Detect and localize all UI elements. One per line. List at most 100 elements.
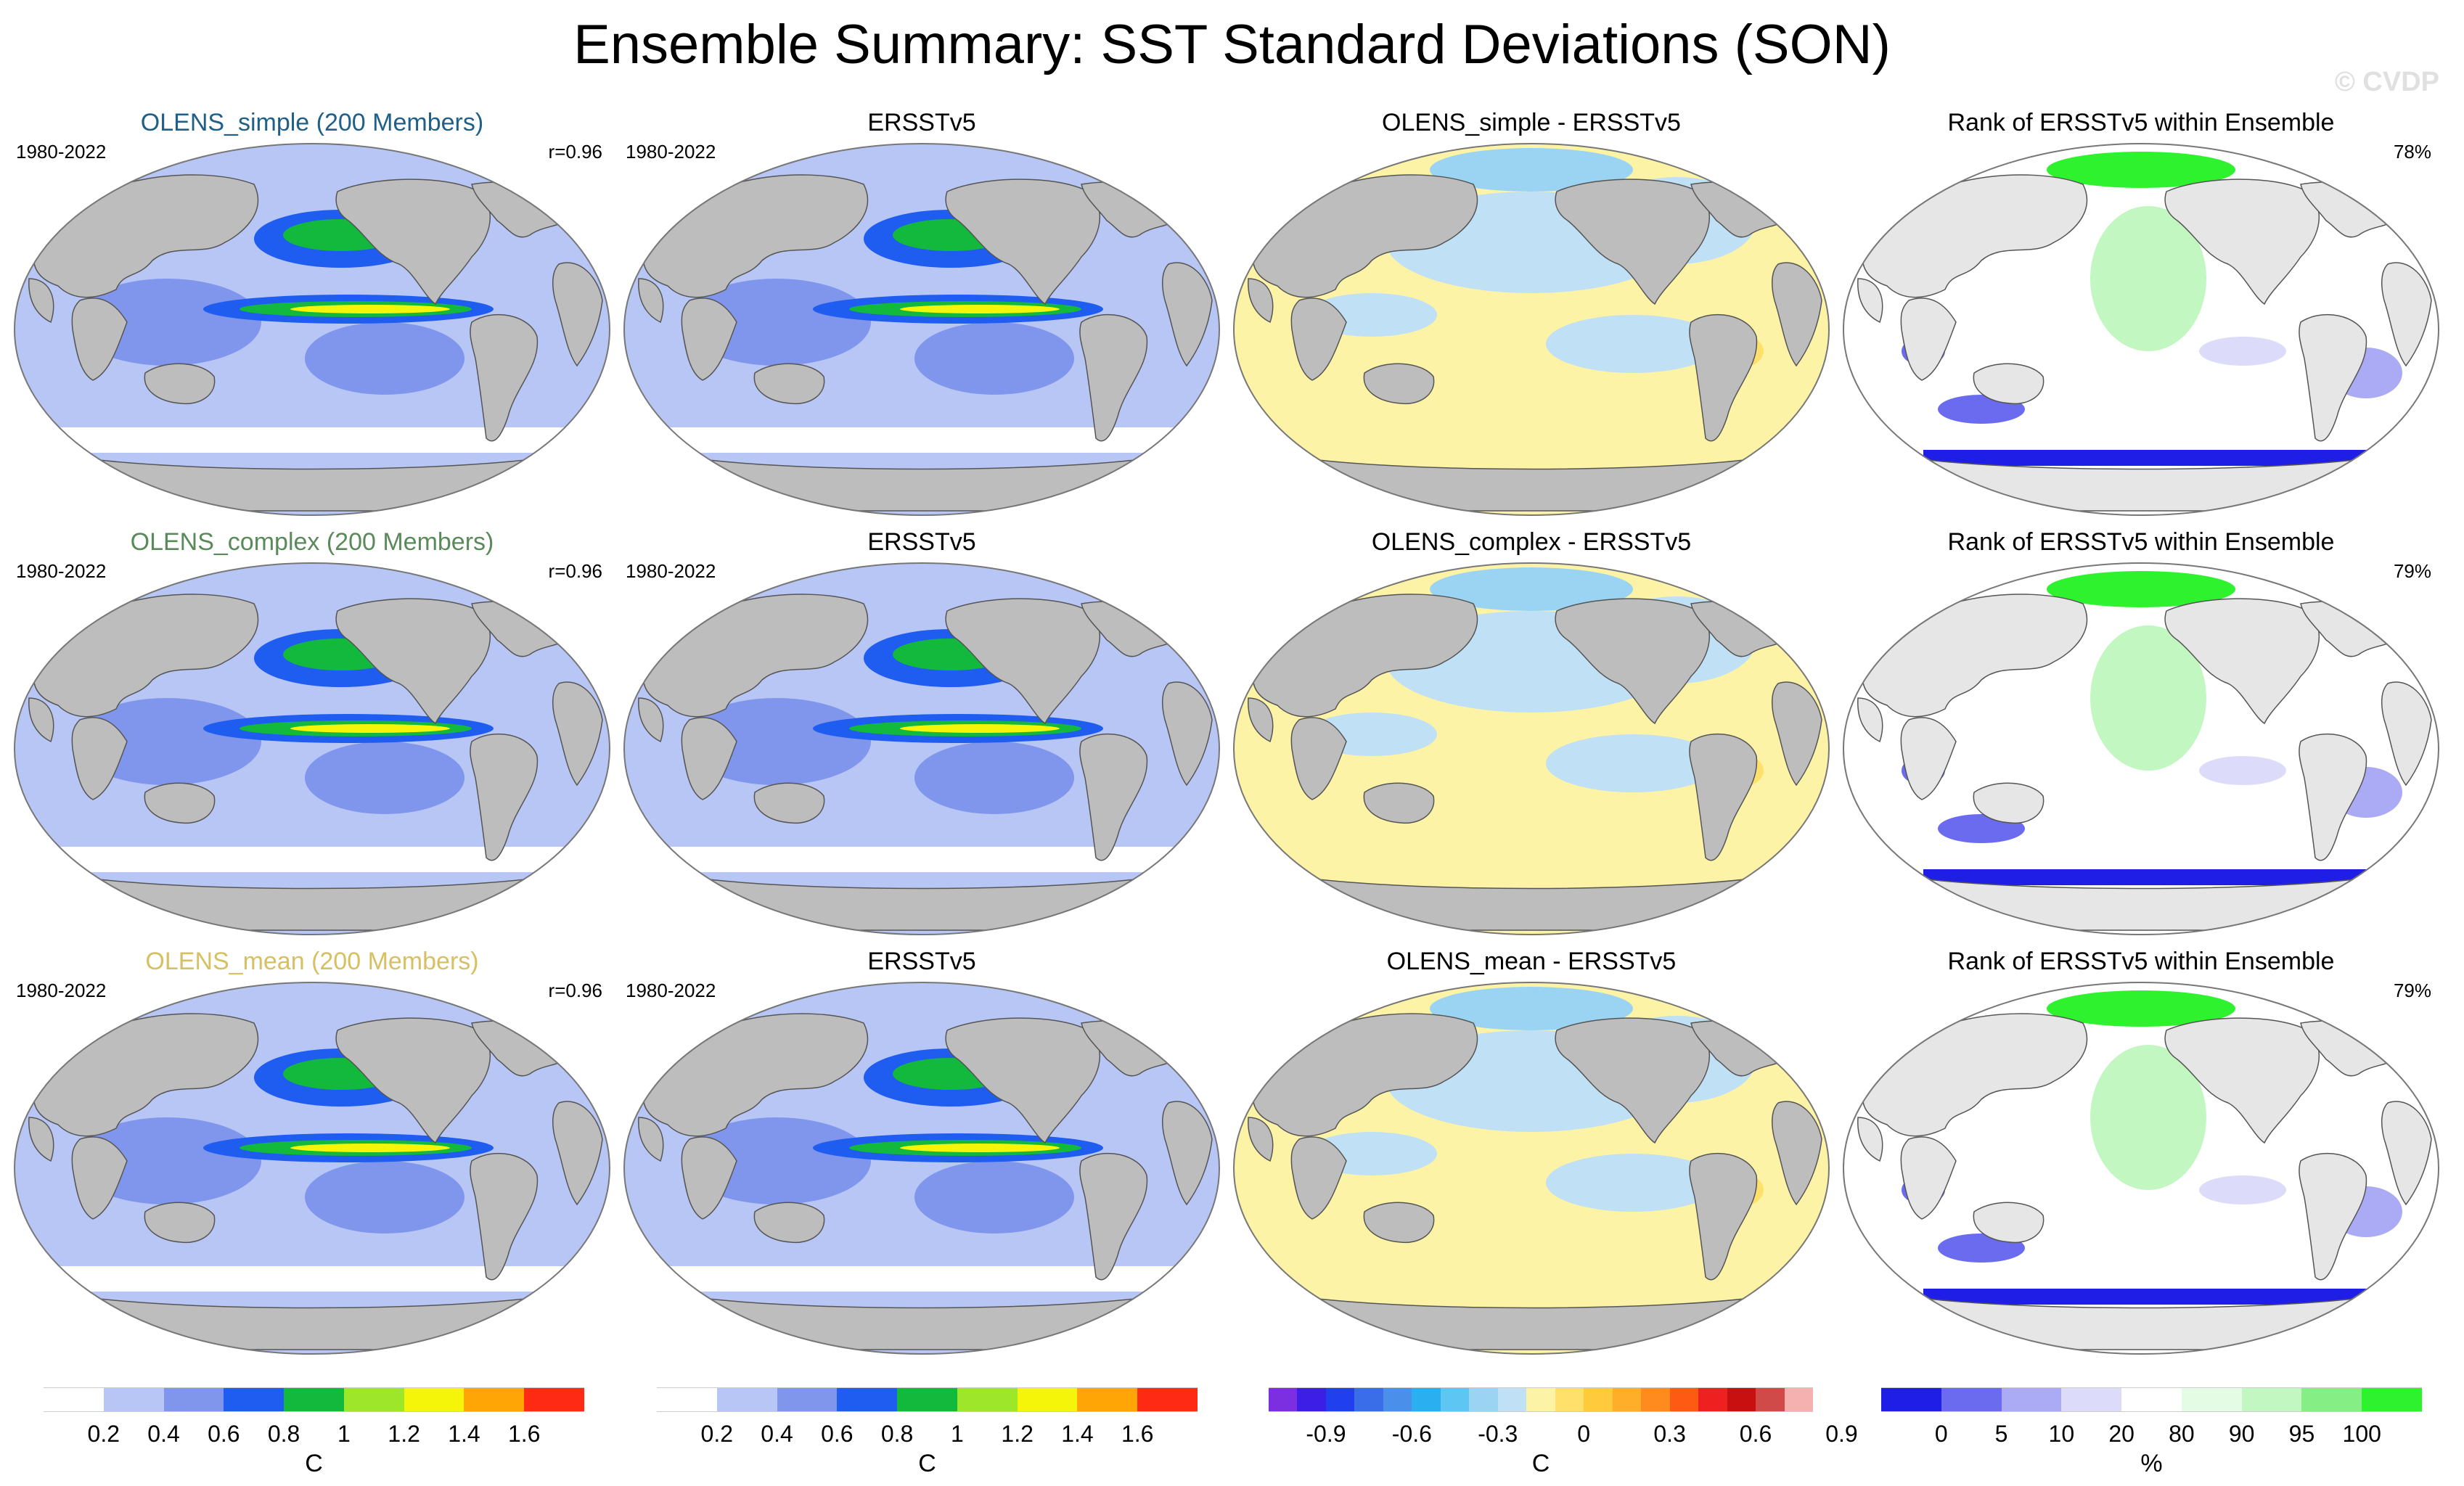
colorbar-tick-label: 0.6 <box>1739 1421 1772 1447</box>
colorbar-swatch <box>44 1387 104 1412</box>
obs-contour-region <box>624 427 1219 453</box>
period-label: 1980-2022 <box>626 980 716 1001</box>
pattern-correlation: r=0.96 <box>548 141 602 163</box>
diff-panel: OLENS_complex - ERSSTv5 <box>1227 528 1836 949</box>
figure-title: Ensemble Summary: SST Standard Deviation… <box>573 14 1891 75</box>
diff-contour-region <box>1430 148 1633 192</box>
colorbar-swatch <box>1669 1387 1699 1412</box>
obs-contour-region <box>914 1161 1074 1233</box>
colorbar-swatch <box>897 1387 957 1412</box>
colorbar-tick-label: 0 <box>1934 1421 1948 1447</box>
colorbar-swatch <box>1641 1387 1670 1412</box>
obs-contour-region <box>914 742 1074 814</box>
colorbar-unit-label: C <box>918 1450 936 1477</box>
model-contour-region <box>15 1266 610 1292</box>
obs-contour-region <box>682 698 871 785</box>
rank-panel-title: Rank of ERSSTv5 within Ensemble <box>1947 948 2335 975</box>
colorbar-swatch <box>1612 1387 1642 1412</box>
model-contour-region <box>305 742 464 814</box>
obs-panel: ERSSTv5 1980-2022 <box>617 948 1227 1368</box>
model-panel: OLENS_simple (200 Members) 1980-2022 r=0.9… <box>7 109 617 530</box>
rank-contour-region <box>1923 869 2373 885</box>
period-label: 1980-2022 <box>16 980 107 1001</box>
colorbar-swatch <box>2061 1387 2122 1412</box>
colorbar-unit-label: % <box>2140 1450 2163 1477</box>
model-contour-region <box>15 847 610 872</box>
map-projection-border <box>1843 982 2439 1355</box>
colorbar-unit-label: C <box>305 1450 323 1477</box>
colorbar-swatch <box>1497 1387 1527 1412</box>
rank-panel-title: Rank of ERSSTv5 within Ensemble <box>1947 109 2335 136</box>
colorbar-swatch <box>2181 1387 2242 1412</box>
colorbar-swatch <box>1881 1387 1941 1412</box>
colorbar-tick-label: 20 <box>2108 1421 2134 1447</box>
colorbar-tick-label: -0.6 <box>1391 1421 1432 1447</box>
colorbar-tick-label: 1.2 <box>388 1421 420 1447</box>
map-projection-border <box>623 562 1220 935</box>
colorbar-swatch <box>777 1387 838 1412</box>
colorbar-swatch <box>524 1387 584 1412</box>
diff-contour-region <box>1546 1154 1720 1212</box>
obs-panel-title: ERSSTv5 <box>867 528 976 556</box>
colorbar-swatch <box>2001 1387 2062 1412</box>
obs-contour-region <box>624 1266 1219 1292</box>
colorbar-tick-label: 0.4 <box>147 1421 180 1447</box>
rank-contour-region <box>1923 450 2373 466</box>
colorbar-tick-label: 100 <box>2342 1421 2381 1447</box>
obs-contour-region <box>900 305 1060 313</box>
rank-contour-region <box>2047 152 2235 188</box>
colorbar-tick-label: 0.8 <box>267 1421 300 1447</box>
sd-colorbar: 0.2 0.4 0.6 0.8 1 1.2 1.4 1.6 C <box>657 1387 1198 1482</box>
pattern-correlation: r=0.96 <box>548 560 602 582</box>
colorbar-swatch <box>957 1387 1018 1412</box>
sd-colorbar: 0.2 0.4 0.6 0.8 1 1.2 1.4 1.6 C <box>44 1387 584 1482</box>
obs-contour-region <box>682 1117 871 1204</box>
colorbar-swatch <box>1017 1387 1078 1412</box>
colorbar-swatch <box>1469 1387 1498 1412</box>
colorbar-tick-label: 80 <box>2169 1421 2195 1447</box>
colorbar-swatch <box>103 1387 164 1412</box>
model-contour-region <box>73 698 261 785</box>
obs-map <box>623 143 1220 516</box>
rank-panel: Rank of ERSSTv5 within Ensemble 79% <box>1836 528 2446 949</box>
colorbar-swatch <box>343 1387 404 1412</box>
rank-contour-region <box>2047 571 2235 607</box>
colorbar-swatch <box>1555 1387 1584 1412</box>
colorbar-swatch <box>2241 1387 2302 1412</box>
colorbar-tick-label: 0.6 <box>821 1421 854 1447</box>
obs-panel-title: ERSSTv5 <box>867 948 976 975</box>
colorbar-swatch <box>1383 1387 1412 1412</box>
rank-contour-region <box>1923 1289 2373 1305</box>
map-projection-border <box>1843 143 2439 516</box>
rank-contour-region <box>2199 1175 2286 1204</box>
model-contour-region <box>305 1161 464 1233</box>
map-projection-border <box>14 982 610 1355</box>
colorbar-unit-label: C <box>1531 1450 1550 1477</box>
colorbar-swatch <box>1698 1387 1727 1412</box>
obs-panel: ERSSTv5 1980-2022 <box>617 109 1227 530</box>
diff-contour-region <box>1430 567 1633 611</box>
diff-map <box>1233 982 1830 1355</box>
colorbar-swatch <box>224 1387 285 1412</box>
colorbar-swatch <box>1412 1387 1441 1412</box>
colorbar-swatch <box>1526 1387 1555 1412</box>
colorbar-swatch <box>2121 1387 2182 1412</box>
model-contour-region <box>290 305 450 313</box>
colorbar-swatch <box>1440 1387 1470 1412</box>
colorbar-tick-label: 1.6 <box>1121 1421 1154 1447</box>
colorbar-tick-label: 0.3 <box>1653 1421 1686 1447</box>
colorbar-swatch <box>1137 1387 1198 1412</box>
obs-panel: ERSSTv5 1980-2022 <box>617 528 1227 949</box>
obs-contour-region <box>900 1144 1060 1152</box>
difference-panel-title: OLENS_simple - ERSSTv5 <box>1382 109 1681 136</box>
colorbar-swatch <box>716 1387 777 1412</box>
obs-map <box>623 562 1220 935</box>
map-projection-border <box>14 143 610 516</box>
colorbar-tick-label: 1 <box>950 1421 964 1447</box>
rank-map <box>1843 562 2439 935</box>
model-map <box>14 562 610 935</box>
colorbar-tick-label: 1.6 <box>507 1421 541 1447</box>
rank-contour-region <box>2090 625 2206 771</box>
colorbar-tick-label: 1.4 <box>1061 1421 1094 1447</box>
colorbar-tick-label: -0.3 <box>1478 1421 1518 1447</box>
